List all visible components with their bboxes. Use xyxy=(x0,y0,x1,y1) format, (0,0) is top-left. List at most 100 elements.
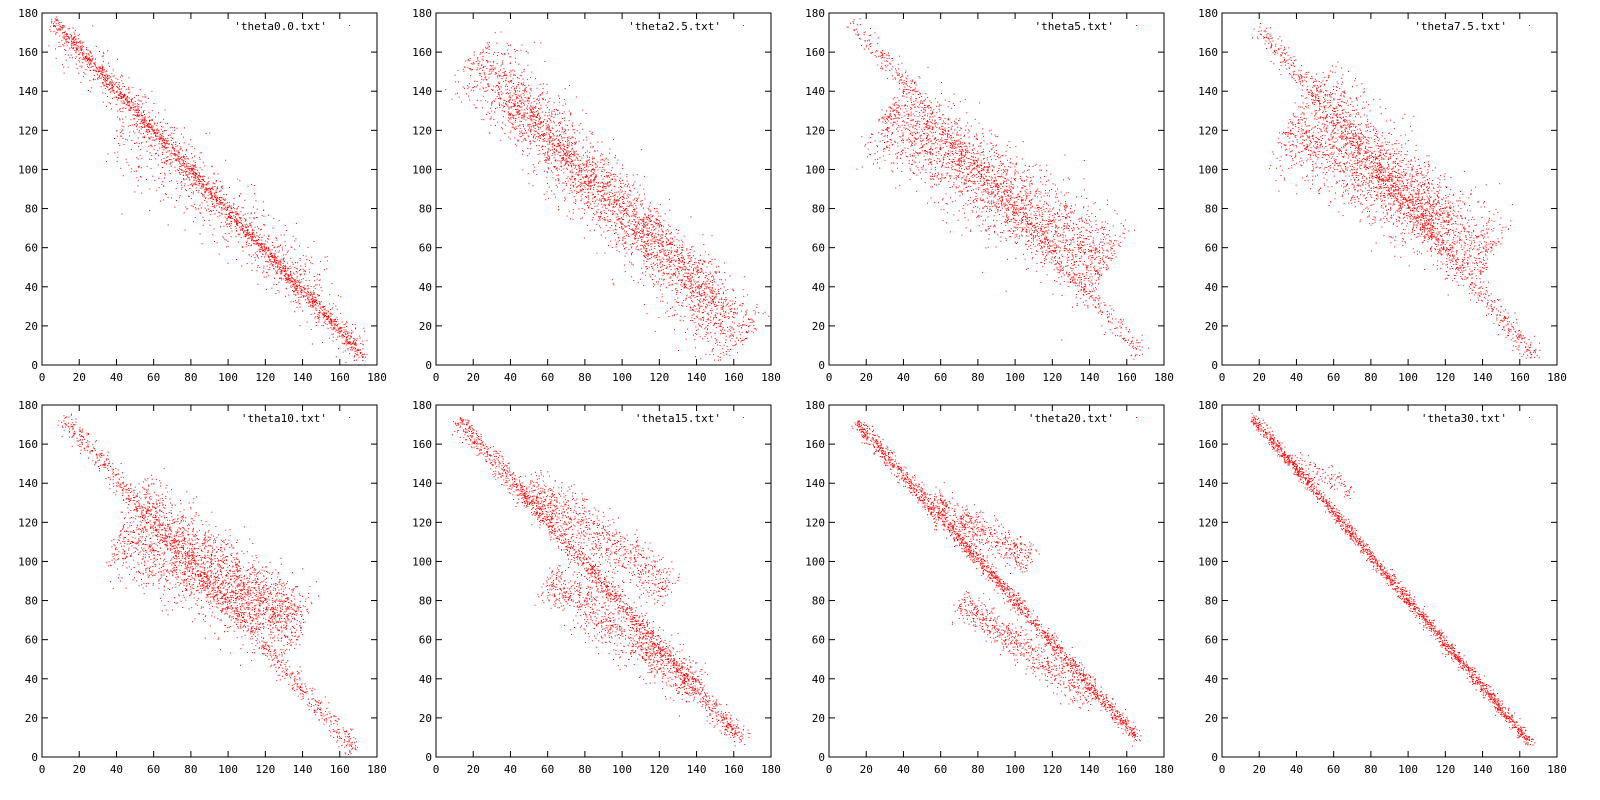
data-point xyxy=(651,224,653,226)
data-point xyxy=(644,250,646,252)
data-point xyxy=(183,178,184,180)
data-point xyxy=(584,181,586,183)
data-point xyxy=(198,178,200,180)
data-point xyxy=(125,88,127,90)
data-point xyxy=(68,28,70,30)
data-point xyxy=(282,266,284,268)
data-point xyxy=(764,311,766,313)
data-point xyxy=(510,62,511,64)
data-point xyxy=(562,190,564,192)
data-point xyxy=(66,38,68,40)
data-point xyxy=(229,204,231,206)
data-point xyxy=(604,205,606,207)
data-point xyxy=(123,101,125,103)
data-point xyxy=(599,217,601,218)
data-point xyxy=(104,87,106,89)
data-point xyxy=(58,29,60,31)
data-point xyxy=(542,140,544,142)
data-point xyxy=(324,269,326,271)
data-point xyxy=(360,353,362,354)
data-point xyxy=(608,202,610,204)
data-point xyxy=(305,295,307,297)
data-point xyxy=(214,196,216,198)
data-point xyxy=(572,175,574,177)
data-point xyxy=(732,288,734,290)
data-point xyxy=(172,153,174,155)
data-point xyxy=(306,321,308,323)
data-point xyxy=(464,87,465,89)
data-point xyxy=(544,159,546,161)
data-point xyxy=(194,166,196,168)
data-point xyxy=(528,100,530,102)
data-point xyxy=(745,338,747,339)
data-point xyxy=(134,103,136,105)
data-point xyxy=(550,149,551,151)
data-point xyxy=(500,65,502,67)
data-point xyxy=(63,32,65,33)
data-point xyxy=(487,101,489,103)
data-point xyxy=(643,216,645,218)
data-point xyxy=(106,80,107,81)
data-point xyxy=(207,205,209,207)
data-point xyxy=(707,319,709,321)
data-point xyxy=(145,96,147,98)
data-point xyxy=(591,164,593,166)
data-point xyxy=(165,143,167,145)
data-point xyxy=(159,137,161,139)
data-point xyxy=(652,279,654,280)
data-point xyxy=(163,162,165,164)
data-point xyxy=(526,132,527,134)
data-point xyxy=(542,135,544,137)
data-point xyxy=(308,287,310,289)
data-point xyxy=(718,325,720,327)
data-point xyxy=(146,150,148,152)
data-point xyxy=(553,111,555,113)
data-point xyxy=(707,337,709,339)
data-point xyxy=(240,220,242,222)
data-point xyxy=(93,74,95,76)
data-point xyxy=(571,141,572,143)
data-point xyxy=(315,302,317,304)
data-point xyxy=(138,109,140,111)
data-point xyxy=(238,213,240,215)
data-point xyxy=(143,117,145,119)
data-point xyxy=(72,41,74,43)
data-point xyxy=(213,228,215,230)
data-point xyxy=(185,164,187,166)
data-point xyxy=(720,329,722,331)
data-point xyxy=(88,90,89,91)
data-point xyxy=(588,207,590,209)
data-point xyxy=(202,178,204,180)
data-point xyxy=(345,361,347,363)
data-point xyxy=(733,332,735,334)
data-point xyxy=(77,46,79,48)
data-point xyxy=(60,45,62,47)
legend-marker xyxy=(349,25,350,26)
data-point xyxy=(682,241,684,243)
data-point xyxy=(531,120,533,122)
data-point xyxy=(518,105,519,106)
data-point xyxy=(705,271,707,273)
data-point xyxy=(751,321,753,323)
data-point xyxy=(316,302,318,304)
data-point xyxy=(307,246,309,248)
data-point xyxy=(353,360,355,361)
data-point xyxy=(601,170,603,172)
data-point xyxy=(509,80,511,82)
data-point xyxy=(608,172,610,173)
data-point xyxy=(205,191,206,193)
data-point xyxy=(347,348,349,350)
data-point xyxy=(559,135,561,137)
data-point xyxy=(117,86,119,88)
data-point xyxy=(491,110,493,112)
data-point xyxy=(314,280,316,282)
data-point xyxy=(522,115,524,117)
data-point xyxy=(345,331,347,332)
data-point xyxy=(717,301,719,303)
data-point xyxy=(292,290,293,291)
data-point xyxy=(103,53,105,55)
data-point xyxy=(619,203,621,205)
data-point xyxy=(591,219,593,221)
data-point xyxy=(150,119,152,121)
data-point xyxy=(125,96,127,98)
